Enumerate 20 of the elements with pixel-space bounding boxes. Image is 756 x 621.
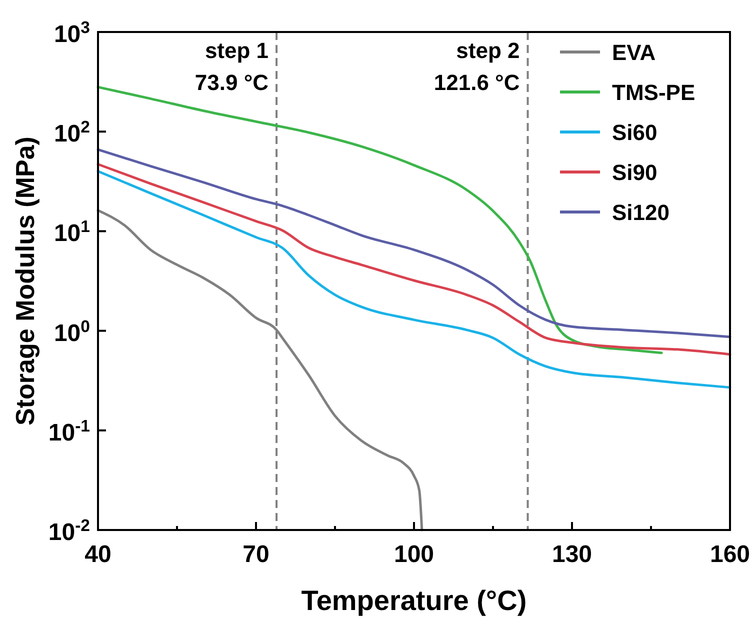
legend-label: Si60	[612, 120, 658, 145]
legend-label: Si120	[612, 200, 670, 225]
ref-line-label: step 1 73.9 °C	[194, 38, 269, 95]
y-tick-label: 10$^{2}$	[54, 117, 90, 148]
x-tick-label: 160	[710, 541, 750, 568]
legend-label: TMS-PE	[612, 80, 696, 105]
legend-label: Si90	[612, 160, 658, 185]
line-series	[96, 148, 732, 338]
line-series	[96, 163, 732, 356]
x-axis-title: Temperature (°C)	[301, 585, 527, 616]
x-tick-label: 100	[394, 541, 434, 568]
x-tick-label: 70	[242, 541, 270, 568]
y-axis-title: Storage Modulus (MPa)	[10, 136, 40, 426]
y-tick-label: 10$^{3}$	[54, 18, 90, 48]
legend-label: EVA	[612, 40, 656, 65]
y-tick-label: 10$^{0}$	[54, 316, 90, 347]
y-tick-label: 10$^{1}$	[54, 216, 90, 248]
y-tick-label: 10$^{-1}$	[48, 416, 90, 446]
ref-line-label: step 2 121.6 °C	[434, 38, 520, 95]
x-tick-label: 130	[552, 541, 592, 568]
